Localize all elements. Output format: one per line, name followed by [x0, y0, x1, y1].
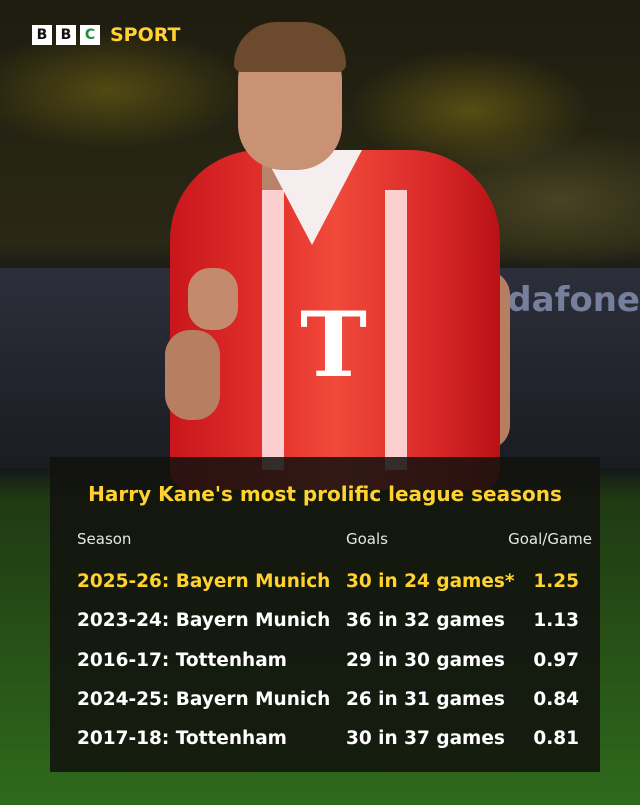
header-goal-per-game: Goal/Game [508, 530, 592, 548]
goals-cell: 30 in 37 games [346, 728, 505, 750]
season-cell: 2017-18: Tottenham [77, 728, 287, 750]
goal-per-game-cell: 0.97 [533, 649, 579, 671]
goal-per-game-cell: 0.84 [533, 688, 579, 710]
goals-cell: 36 in 32 games [346, 610, 505, 632]
goals-cell: 26 in 31 games [346, 688, 505, 710]
table-row: 2023-24: Bayern Munich 36 in 32 games 1.13 [77, 610, 592, 634]
table-row: 2017-18: Tottenham 30 in 37 games 0.81 [77, 728, 592, 752]
goal-per-game-cell: 0.81 [533, 728, 579, 750]
season-cell: 2023-24: Bayern Munich [77, 610, 331, 632]
table-title: Harry Kane's most prolific league season… [88, 482, 562, 506]
season-cell: 2016-17: Tottenham [77, 649, 287, 671]
season-cell: 2025-26: Bayern Munich [77, 571, 331, 592]
table-row: 2025-26: Bayern Munich 30 in 24 games* 1.2… [77, 571, 592, 595]
bbc-sport-logo: B B C SPORT [32, 24, 181, 46]
season-cell: 2024-25: Bayern Munich [77, 688, 331, 710]
header-goals: Goals [346, 530, 388, 548]
header-season: Season [77, 530, 132, 548]
goal-per-game-cell: 1.25 [533, 571, 579, 592]
stats-table-panel: Harry Kane's most prolific league season… [50, 457, 600, 772]
goals-cell: 29 in 30 games [346, 649, 505, 671]
table-header: Season Goals Goal/Game [77, 530, 592, 554]
goals-cell: 30 in 24 games* [346, 571, 515, 592]
goal-per-game-cell: 1.13 [533, 610, 579, 632]
table-row: 2024-25: Bayern Munich 26 in 31 games 0.84 [77, 689, 592, 713]
table-row: 2016-17: Tottenham 29 in 30 games 0.97 [77, 650, 592, 674]
